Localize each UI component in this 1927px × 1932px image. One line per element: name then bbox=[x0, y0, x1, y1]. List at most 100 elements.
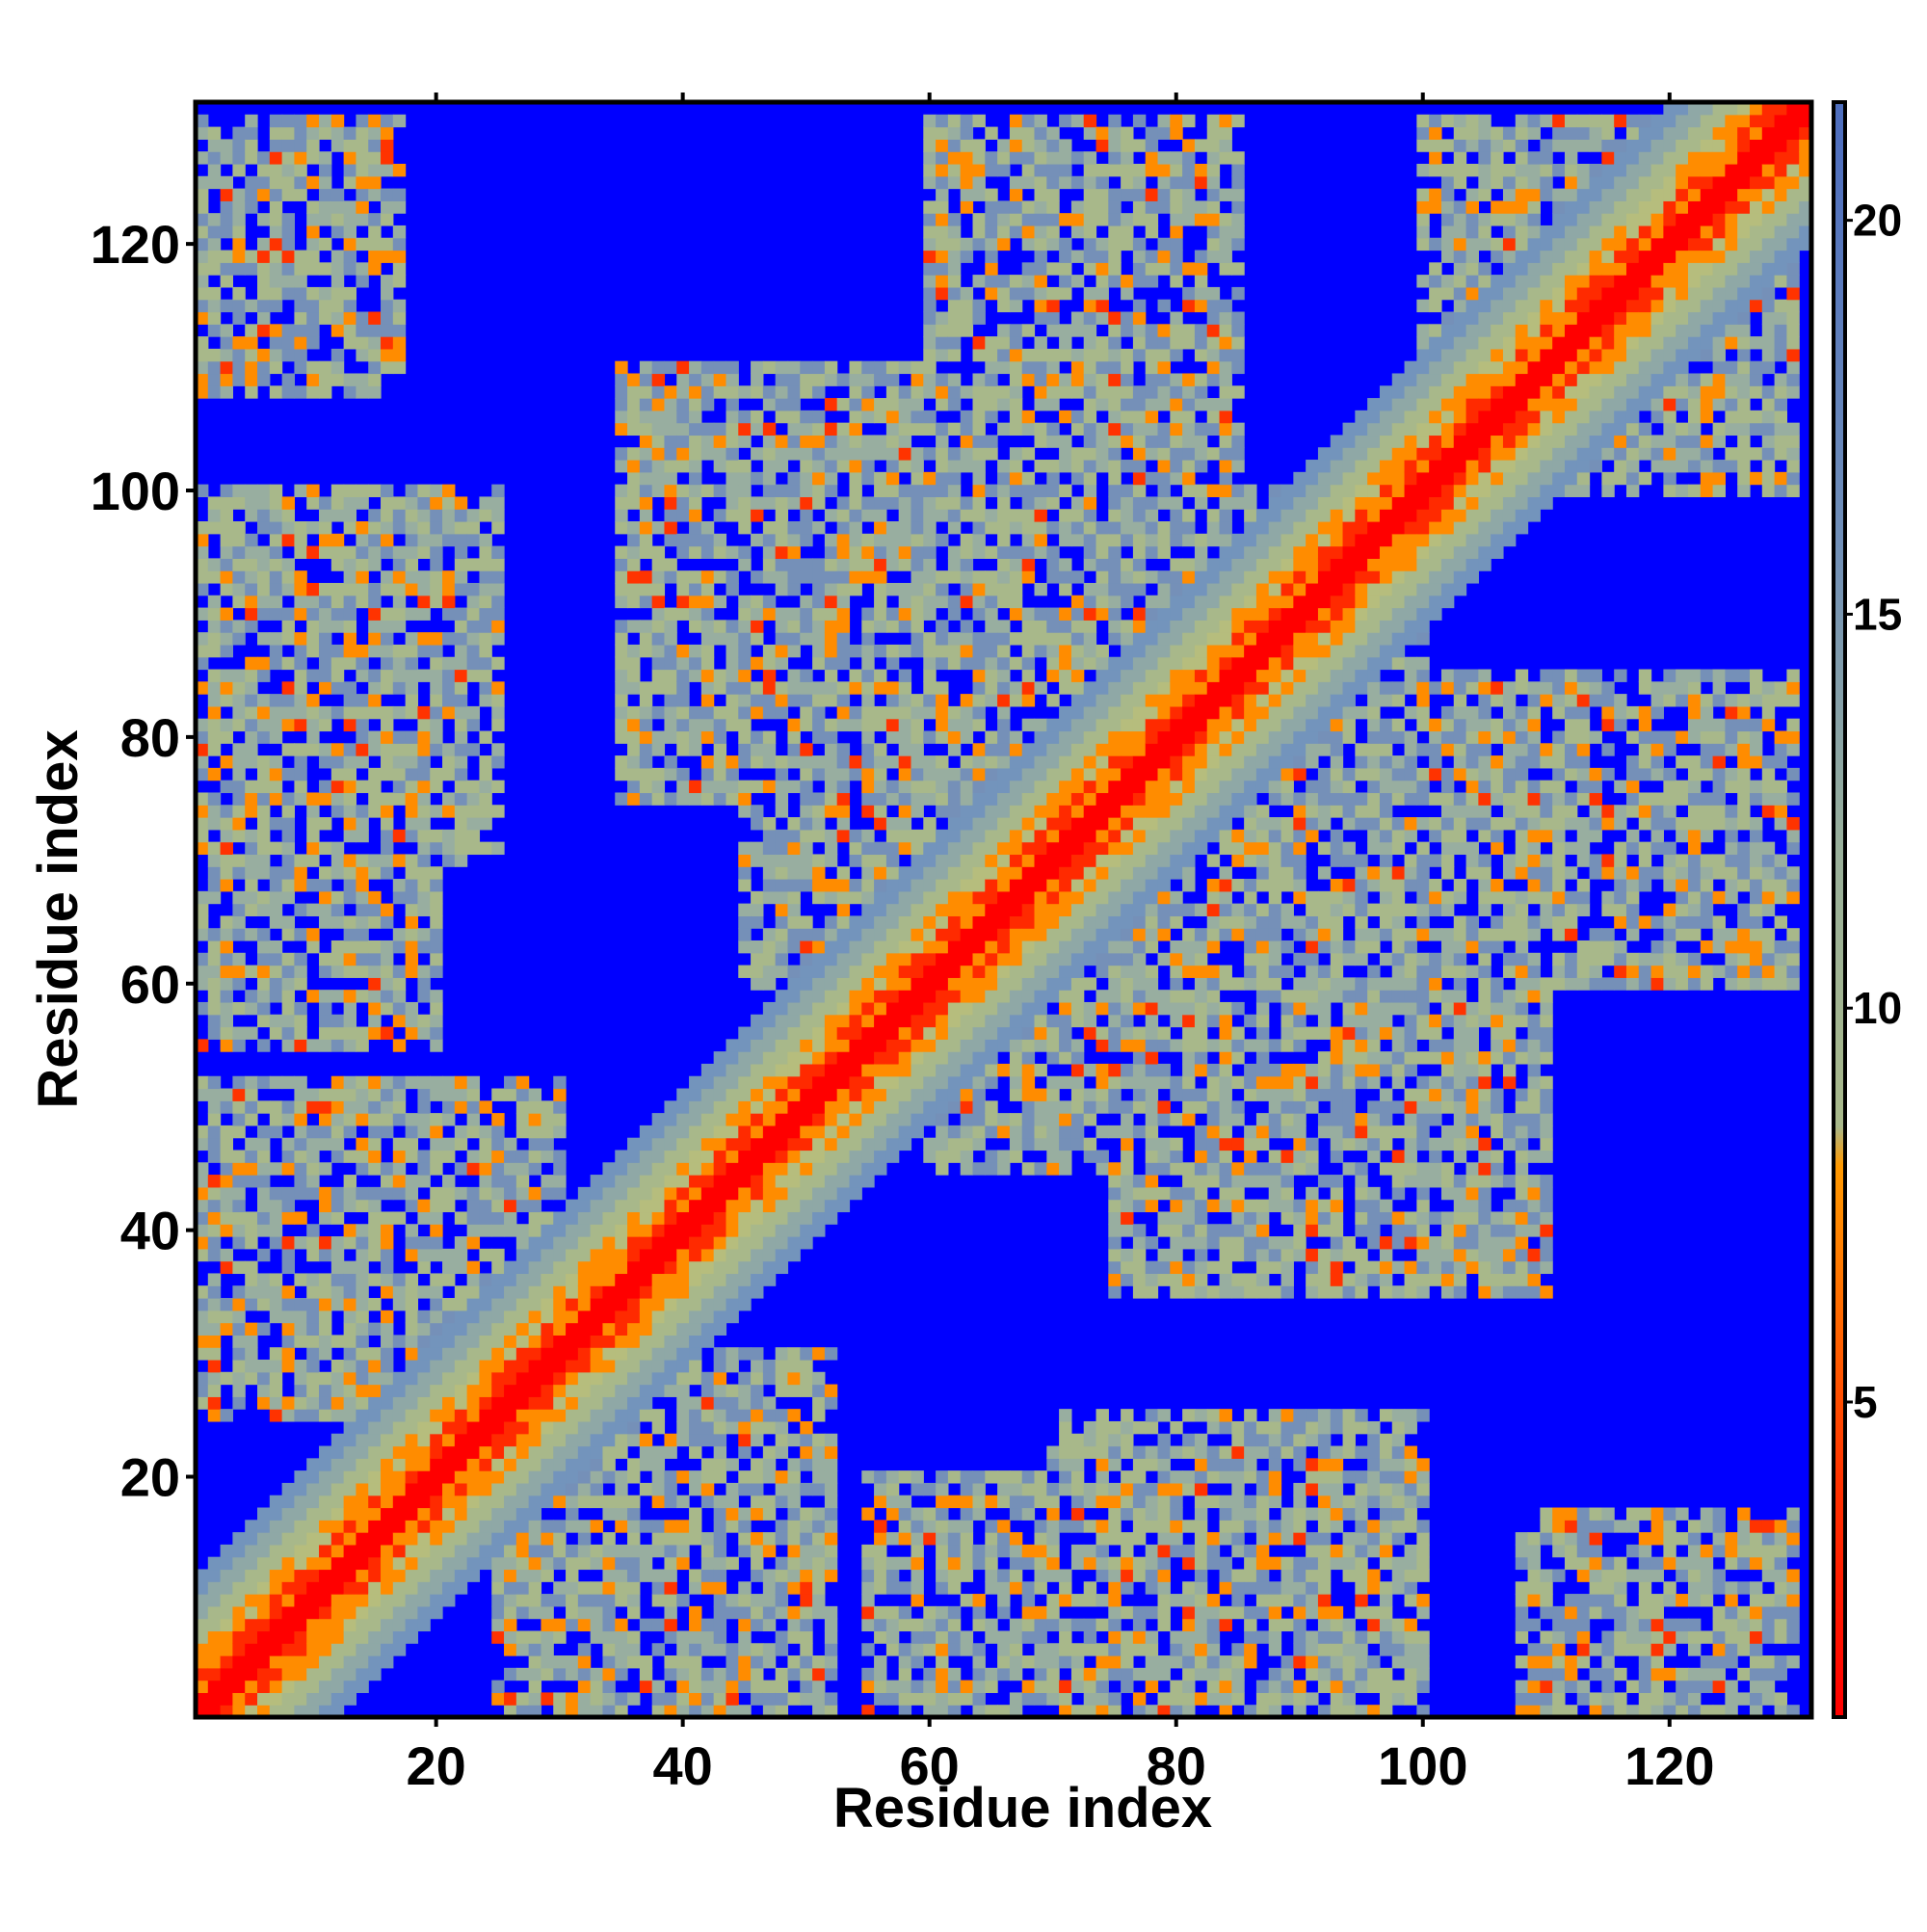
heatmap-cell bbox=[356, 545, 369, 559]
heatmap-cell bbox=[947, 373, 962, 386]
heatmap-cell bbox=[738, 1137, 752, 1151]
heatmap-cell bbox=[911, 805, 924, 818]
heatmap-cell bbox=[972, 780, 986, 794]
heatmap-cell bbox=[245, 903, 258, 916]
heatmap-cell bbox=[269, 632, 283, 646]
heatmap-cell bbox=[985, 681, 998, 695]
heatmap-cell bbox=[220, 1643, 233, 1656]
heatmap-cell bbox=[479, 1396, 492, 1410]
heatmap-cell bbox=[627, 1150, 641, 1163]
heatmap-cell bbox=[947, 460, 962, 473]
heatmap-cell bbox=[775, 792, 789, 806]
heatmap-cell bbox=[504, 1088, 517, 1101]
heatmap-cell bbox=[738, 805, 752, 818]
heatmap-cell bbox=[294, 607, 307, 621]
heatmap-cell bbox=[479, 1335, 492, 1348]
heatmap-cell bbox=[861, 1175, 875, 1188]
heatmap-cell bbox=[257, 1039, 271, 1052]
heatmap-cell bbox=[713, 1544, 727, 1558]
heatmap-cell bbox=[800, 1692, 813, 1706]
heatmap-cell bbox=[800, 607, 813, 621]
heatmap-cell bbox=[491, 1532, 505, 1546]
heatmap-cell bbox=[751, 1088, 764, 1101]
heatmap-cell bbox=[381, 496, 394, 510]
heatmap-cell bbox=[787, 1482, 801, 1496]
heatmap-cell bbox=[615, 1409, 628, 1422]
heatmap-cell bbox=[676, 1322, 690, 1336]
heatmap-cell bbox=[356, 1150, 369, 1163]
heatmap-cell bbox=[405, 1371, 419, 1386]
heatmap-cell bbox=[207, 1236, 222, 1250]
heatmap-cell bbox=[615, 694, 628, 707]
heatmap-cell bbox=[196, 1643, 209, 1656]
heatmap-cell bbox=[405, 952, 419, 966]
heatmap-cell bbox=[343, 1544, 357, 1558]
heatmap-cell bbox=[405, 1384, 419, 1397]
heatmap-cell bbox=[972, 915, 986, 929]
heatmap-cell bbox=[294, 1569, 307, 1582]
heatmap-cell bbox=[726, 694, 739, 707]
heatmap-cell bbox=[281, 1482, 296, 1496]
heatmap-cell bbox=[306, 324, 320, 337]
heatmap-cell bbox=[762, 496, 777, 510]
heatmap-cell bbox=[590, 1680, 604, 1694]
heatmap-cell bbox=[220, 1310, 233, 1324]
heatmap-cell bbox=[960, 311, 974, 325]
heatmap-cell bbox=[232, 928, 246, 941]
heatmap-cell bbox=[196, 582, 209, 596]
heatmap-cell bbox=[405, 1113, 419, 1126]
heatmap-cell bbox=[849, 1137, 862, 1151]
heatmap-cell bbox=[911, 841, 924, 856]
heatmap-cell bbox=[504, 1285, 517, 1299]
heatmap-cell bbox=[787, 1371, 801, 1386]
heatmap-cell bbox=[319, 1409, 332, 1422]
heatmap-cell bbox=[898, 620, 912, 633]
heatmap-cell bbox=[911, 533, 924, 547]
heatmap-cell bbox=[319, 582, 332, 596]
heatmap-cell bbox=[269, 1075, 283, 1090]
heatmap-cell bbox=[330, 1371, 345, 1386]
heatmap-cell bbox=[368, 126, 382, 140]
heatmap-cell bbox=[405, 1322, 419, 1336]
heatmap-cell bbox=[775, 1605, 789, 1620]
heatmap-cell bbox=[368, 1371, 382, 1386]
heatmap-cell bbox=[319, 990, 332, 1003]
heatmap-cell bbox=[454, 607, 468, 621]
heatmap-cell bbox=[356, 718, 369, 732]
heatmap-cell bbox=[947, 348, 962, 362]
heatmap-cell bbox=[504, 1260, 517, 1275]
heatmap-cell bbox=[442, 509, 456, 522]
heatmap-cell bbox=[368, 780, 382, 794]
heatmap-cell bbox=[306, 360, 320, 375]
heatmap-cell bbox=[330, 1125, 345, 1139]
heatmap-cell bbox=[196, 1001, 209, 1016]
heatmap-cell bbox=[590, 1335, 604, 1348]
heatmap-cell bbox=[738, 903, 752, 916]
heatmap-cell bbox=[676, 1643, 690, 1656]
heatmap-cell bbox=[800, 360, 813, 375]
heatmap-cell bbox=[985, 348, 998, 362]
heatmap-cell bbox=[196, 558, 209, 571]
heatmap-cell bbox=[923, 447, 937, 461]
heatmap-cell bbox=[700, 484, 715, 497]
heatmap-cell bbox=[738, 1199, 752, 1213]
heatmap-cell bbox=[590, 1396, 604, 1410]
heatmap-cell bbox=[466, 509, 481, 522]
heatmap-cell bbox=[381, 200, 394, 214]
heatmap-cell bbox=[874, 1556, 887, 1571]
heatmap-cell bbox=[664, 1199, 677, 1213]
heatmap-cell bbox=[849, 644, 862, 658]
heatmap-cell bbox=[874, 520, 887, 535]
heatmap-cell bbox=[269, 545, 283, 559]
heatmap-cell bbox=[417, 644, 431, 658]
heatmap-cell bbox=[713, 1692, 727, 1706]
heatmap-cell bbox=[615, 767, 628, 781]
heatmap-cell bbox=[738, 1150, 752, 1163]
heatmap-cell bbox=[281, 965, 296, 978]
heatmap-cell bbox=[700, 1186, 715, 1201]
heatmap-cell bbox=[442, 533, 456, 547]
heatmap-cell bbox=[479, 780, 492, 794]
heatmap-cell bbox=[196, 348, 209, 362]
heatmap-cell bbox=[651, 398, 666, 411]
heatmap-cell bbox=[330, 1495, 345, 1509]
